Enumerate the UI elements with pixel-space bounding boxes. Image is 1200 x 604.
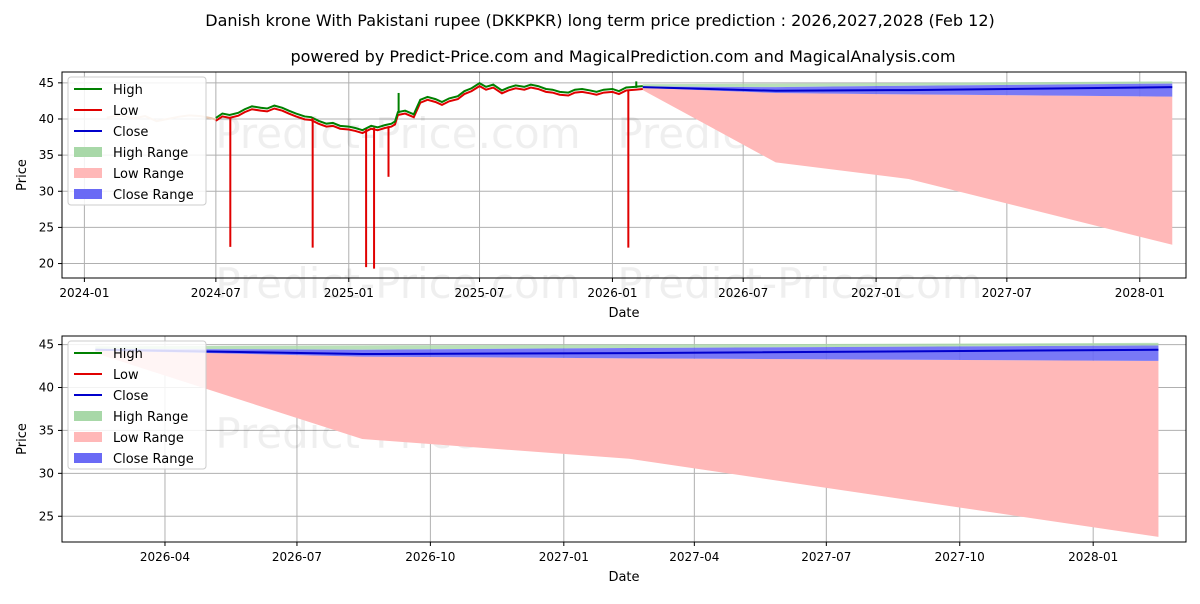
x-tick-label: 2027-07 — [801, 550, 851, 564]
x-tick-label: 2028-01 — [1068, 550, 1118, 564]
x-tick-label: 2026-07 — [272, 550, 322, 564]
close-forecast-line — [95, 348, 1159, 356]
y-tick-label: 45 — [39, 338, 54, 352]
legend-label: High — [113, 83, 143, 98]
y-tick-label: 30 — [39, 466, 54, 480]
x-tick-label: 2027-01 — [851, 286, 901, 300]
high-range-legend-swatch — [74, 411, 102, 421]
forecast-zoom-panel: 2026-04 2026-07 2026-10 2027-01 2027-04 2027-… — [15, 335, 1187, 585]
legend-label: High Range — [113, 410, 188, 425]
x-tick-label: 2027-04 — [669, 550, 719, 564]
x-tick-label: 2025-07 — [454, 286, 504, 300]
close-range-legend-swatch — [74, 453, 102, 463]
legend-box — [67, 76, 207, 206]
x-tick-label: 2026-01 — [587, 286, 637, 300]
legend-label: Low Range — [113, 431, 184, 446]
y-tick-label: 40 — [39, 112, 54, 126]
legend: High Low Close High Range Low Range Close Ran… — [67, 76, 207, 206]
y-tick-label: 35 — [39, 423, 54, 437]
legend-box — [67, 340, 207, 470]
x-tick-label: 2024-07 — [191, 286, 241, 300]
x-tick-label: 2027-10 — [935, 550, 985, 564]
y-tick-label: 25 — [39, 220, 54, 234]
y-tick-label: 45 — [39, 76, 54, 90]
y-axis-label: Price — [15, 423, 30, 455]
y-tick-label: 20 — [39, 257, 54, 271]
chart-subtitle: powered by Predict-Price.com and Magical… — [290, 47, 955, 66]
high-range-legend-swatch — [74, 147, 102, 157]
low-range-band — [642, 87, 1173, 245]
legend-label: Close — [113, 125, 148, 140]
plot-frame — [61, 71, 1187, 279]
legend-label: Low — [113, 368, 139, 383]
x-tick-label: 2027-01 — [539, 550, 589, 564]
watermark: Predict-Price.com — [215, 259, 580, 308]
long-term-panel: 2024-01 2024-07 2025-01 2025-07 2026-01 2026-… — [15, 71, 1187, 321]
x-tick-label: 2027-07 — [982, 286, 1032, 300]
legend-label: Close Range — [113, 452, 194, 467]
y-tick-label: 35 — [39, 148, 54, 162]
low-range-legend-swatch — [74, 432, 102, 442]
legend-label: Close Range — [113, 188, 194, 203]
high-series-line — [215, 82, 643, 132]
chart-title: Danish krone With Pakistani rupee (DKKPK… — [205, 11, 994, 30]
close-range-legend-swatch — [74, 189, 102, 199]
low-range-band — [95, 350, 1159, 537]
legend-label: Low Range — [113, 167, 184, 182]
x-tick-label: 2026-10 — [405, 550, 455, 564]
high-range-band — [95, 342, 1159, 350]
y-axis-label: Price — [15, 159, 30, 191]
x-axis-label: Date — [608, 306, 639, 321]
close-forecast-line — [642, 86, 1173, 92]
x-tick-label: 2025-01 — [324, 286, 374, 300]
legend-label: High — [113, 347, 143, 362]
x-tick-label: 2026-04 — [140, 550, 190, 564]
high-range-band — [642, 81, 1173, 88]
y-tick-label: 30 — [39, 184, 54, 198]
plot-area — [106, 81, 1173, 269]
legend-label: Close — [113, 389, 148, 404]
plot-area — [95, 342, 1159, 537]
low-series-line — [215, 84, 643, 135]
x-tick-label: 2024-01 — [59, 286, 109, 300]
x-axis-label: Date — [608, 570, 639, 585]
y-tick-label: 25 — [39, 509, 54, 523]
y-tick-label: 40 — [39, 381, 54, 395]
legend-label: Low — [113, 104, 139, 119]
plot-frame — [61, 335, 1187, 543]
legend: High Low Close High Range Low Range Close Ran… — [67, 340, 207, 470]
x-tick-label: 2028-01 — [1115, 286, 1165, 300]
legend-label: High Range — [113, 146, 188, 161]
watermark: Predict-Price.com — [617, 259, 982, 308]
x-tick-label: 2026-07 — [718, 286, 768, 300]
low-range-legend-swatch — [74, 168, 102, 178]
